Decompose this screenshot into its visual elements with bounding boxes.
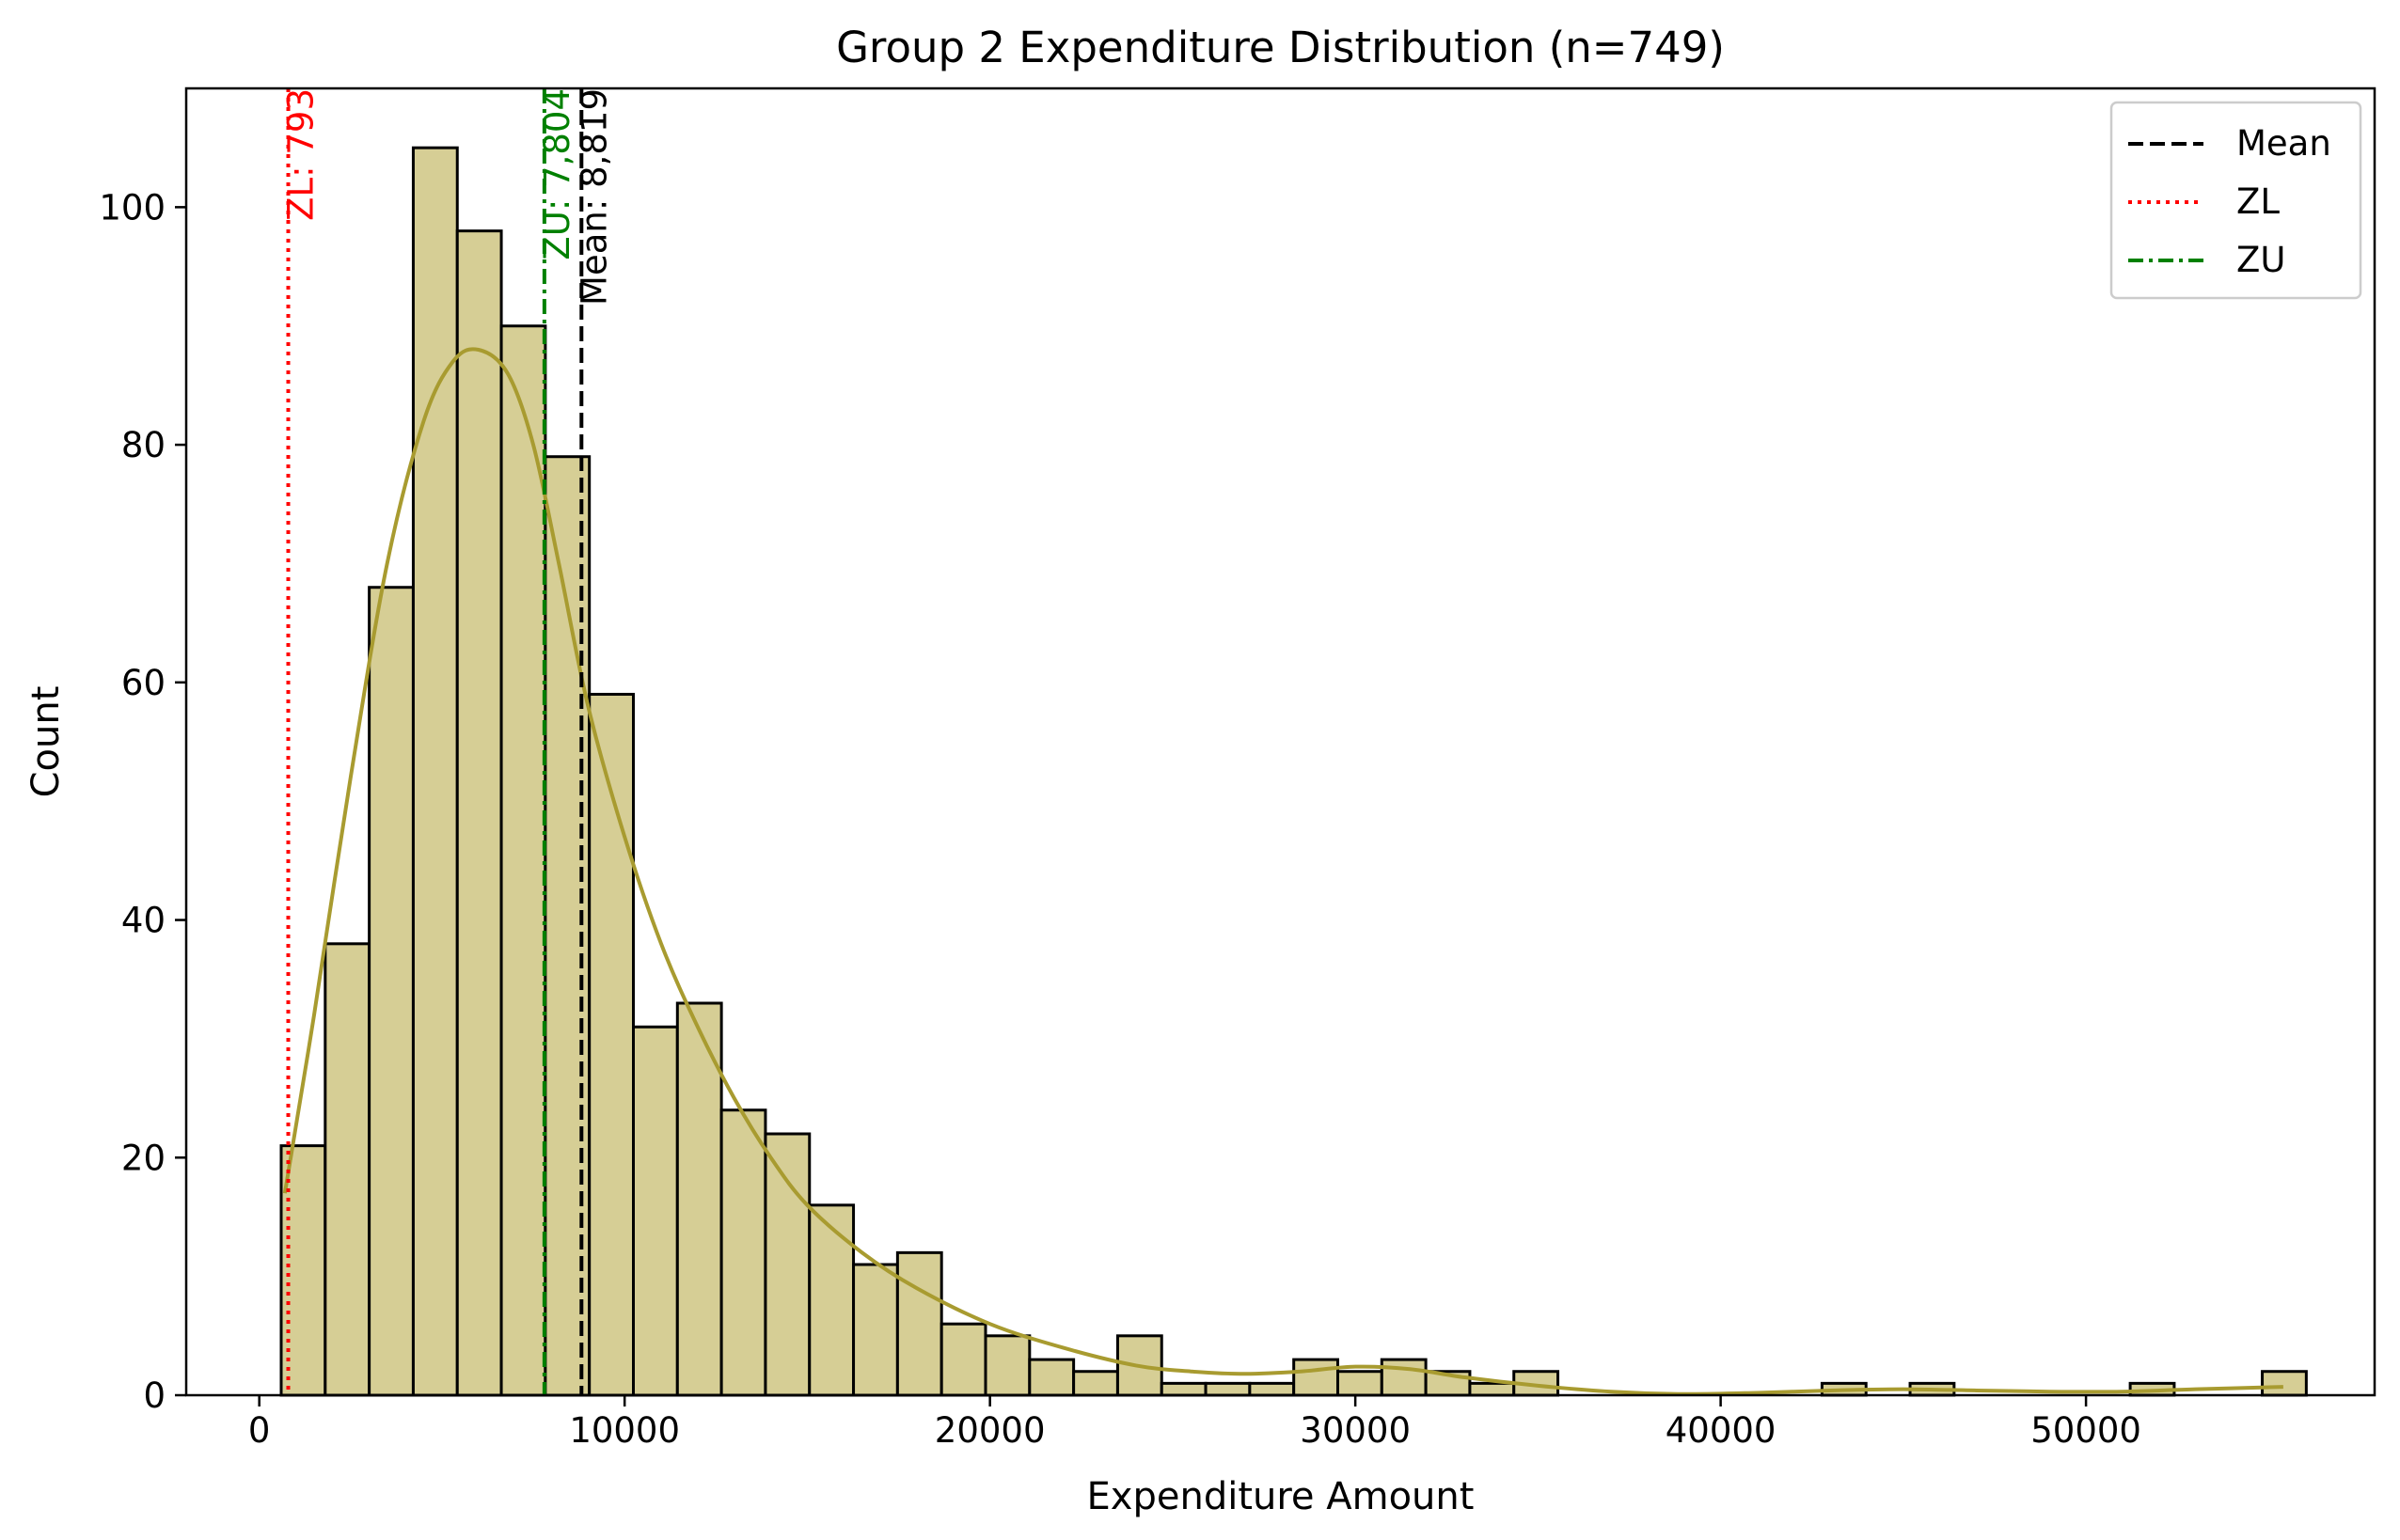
x-tick-label: 30000 xyxy=(1300,1410,1411,1451)
histogram-bar xyxy=(2261,1370,2308,1397)
y-tick-label: 60 xyxy=(121,663,166,703)
histogram-bar xyxy=(808,1203,856,1397)
x-tick-label: 20000 xyxy=(935,1410,1046,1451)
histogram-bar xyxy=(1248,1381,1296,1397)
legend: Mean ZL ZU xyxy=(2109,101,2362,300)
histogram-bar xyxy=(588,692,636,1397)
y-tick-label: 20 xyxy=(121,1138,166,1178)
histogram-bar xyxy=(411,146,459,1397)
reference-lines: Mean: 8,819 ZL: 793 ZU: 7,804 xyxy=(281,88,614,1395)
legend-label-zl: ZL xyxy=(2236,181,2280,222)
plot-frame xyxy=(184,86,2376,1397)
x-tick-label: 50000 xyxy=(2030,1410,2141,1451)
x-axis-label: Expenditure Amount xyxy=(1087,1475,1475,1518)
histogram-bar xyxy=(499,324,547,1397)
legend-label-mean: Mean xyxy=(2236,123,2331,164)
kde-curve-group xyxy=(282,347,2283,1396)
histogram-bar xyxy=(455,229,503,1397)
x-tick-label: 0 xyxy=(248,1410,271,1451)
legend-box xyxy=(2109,101,2362,300)
reference-label-zu: ZU: 7,804 xyxy=(537,88,577,260)
histogram-bar xyxy=(939,1322,987,1397)
reference-label-mean: Mean: 8,819 xyxy=(574,88,614,306)
histogram-bar xyxy=(764,1132,812,1397)
x-tick-label: 40000 xyxy=(1666,1410,1776,1451)
y-tick-label: 100 xyxy=(99,187,166,228)
histogram-bar xyxy=(368,586,415,1397)
histogram-bar xyxy=(1468,1381,1516,1397)
histogram-bar xyxy=(1335,1370,1383,1397)
histogram-bar xyxy=(1160,1381,1208,1397)
histogram-bar xyxy=(324,942,371,1397)
axes: 0 10000 20000 30000 40000 50000 0 20 40 60 80 100 xyxy=(99,86,2376,1451)
histogram-bar xyxy=(1292,1358,1339,1397)
x-tick-label: 10000 xyxy=(569,1410,680,1451)
histogram-bars xyxy=(279,146,2308,1397)
histogram-bar xyxy=(719,1108,767,1397)
histogram-bar xyxy=(1028,1358,1076,1397)
histogram-bar xyxy=(632,1025,679,1397)
histogram-bar xyxy=(1380,1358,1428,1397)
reference-label-zl: ZL: 793 xyxy=(281,88,322,221)
kde-curve xyxy=(282,347,2283,1396)
chart-title: Group 2 Expenditure Distribution (n=749) xyxy=(836,23,1725,72)
histogram-bar xyxy=(895,1250,943,1397)
histogram-bar xyxy=(984,1334,1032,1397)
y-tick-label: 0 xyxy=(143,1375,166,1416)
histogram-bar xyxy=(1072,1370,1119,1397)
histogram-bar xyxy=(279,1144,327,1397)
legend-label-zu: ZU xyxy=(2236,240,2285,280)
y-tick-label: 40 xyxy=(121,901,166,941)
histogram-bar xyxy=(1204,1381,1252,1397)
y-axis-label: Count xyxy=(24,686,68,798)
histogram-bar xyxy=(852,1263,899,1397)
y-tick-label: 80 xyxy=(121,425,166,465)
